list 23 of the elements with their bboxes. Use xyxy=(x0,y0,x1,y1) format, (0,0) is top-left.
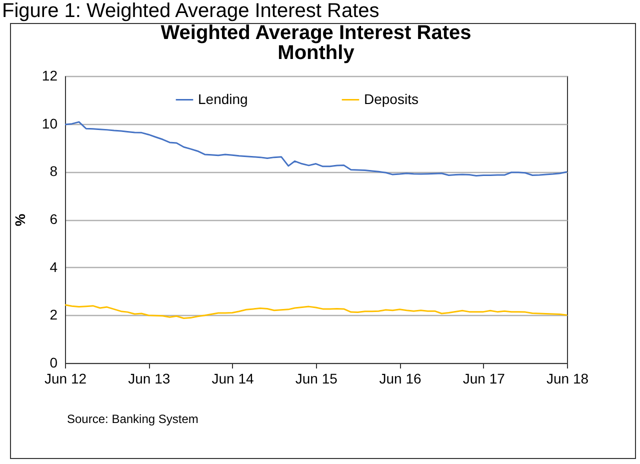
x-tick-label: Jun 15 xyxy=(295,370,338,386)
y-tick-label: 4 xyxy=(50,258,58,275)
line-series xyxy=(64,304,568,320)
legend-label: Lending xyxy=(198,90,248,107)
y-tick-label: 6 xyxy=(50,211,58,227)
x-tick-label: Jun 13 xyxy=(128,370,170,386)
x-tick-label: Jun 18 xyxy=(546,370,589,386)
source-note: Source: Banking System xyxy=(67,412,198,426)
x-tick-label: Jun 17 xyxy=(462,370,506,386)
y-tick-label: 8 xyxy=(50,163,58,180)
caption: Figure 1: Weighted Average Interest Rates xyxy=(2,0,380,22)
y-axis-title: % xyxy=(12,213,28,226)
y-tick-label: 0 xyxy=(50,354,58,370)
chart-title: Weighted Average Interest Rates xyxy=(160,22,472,44)
x-tick-label: Jun 16 xyxy=(379,370,422,386)
y-tick-label: 12 xyxy=(42,68,58,84)
y-tick-label: 2 xyxy=(50,306,58,323)
x-tick-label: Jun 12 xyxy=(44,370,87,386)
y-tick-label: 10 xyxy=(42,115,58,132)
chart-subtitle: Monthly xyxy=(278,42,356,64)
x-tick-label: Jun 14 xyxy=(212,370,254,386)
legend-label: Deposits xyxy=(364,90,418,107)
line-series xyxy=(64,121,568,176)
